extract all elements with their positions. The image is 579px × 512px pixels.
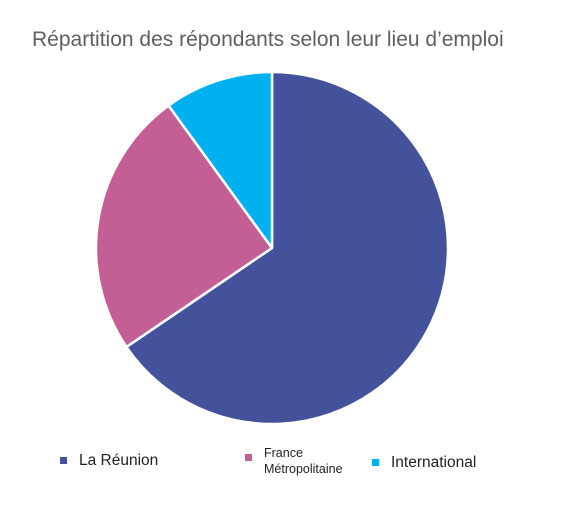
chart-title: Répartition des répondants selon leur li… bbox=[32, 28, 504, 51]
legend-label-international: International bbox=[391, 454, 477, 471]
legend-swatch-france-metropolitaine bbox=[245, 454, 252, 461]
legend-swatch-la-reunion bbox=[60, 457, 67, 464]
pie-slice-international bbox=[167, 70, 274, 250]
legend-label-la-reunion: La Réunion bbox=[79, 452, 159, 469]
legend-item-france-metropolitaine: France Métropolitaine bbox=[245, 445, 369, 477]
pie-slice-la-reunion bbox=[125, 70, 450, 426]
pie-slice-france-metropolitaine bbox=[94, 104, 274, 349]
legend-item-la-reunion: La Réunion bbox=[60, 452, 158, 470]
legend-swatch-international bbox=[372, 459, 379, 466]
legend-item-international: International bbox=[372, 454, 476, 472]
legend-label-france-metropolitaine: France Métropolitaine bbox=[264, 446, 343, 476]
